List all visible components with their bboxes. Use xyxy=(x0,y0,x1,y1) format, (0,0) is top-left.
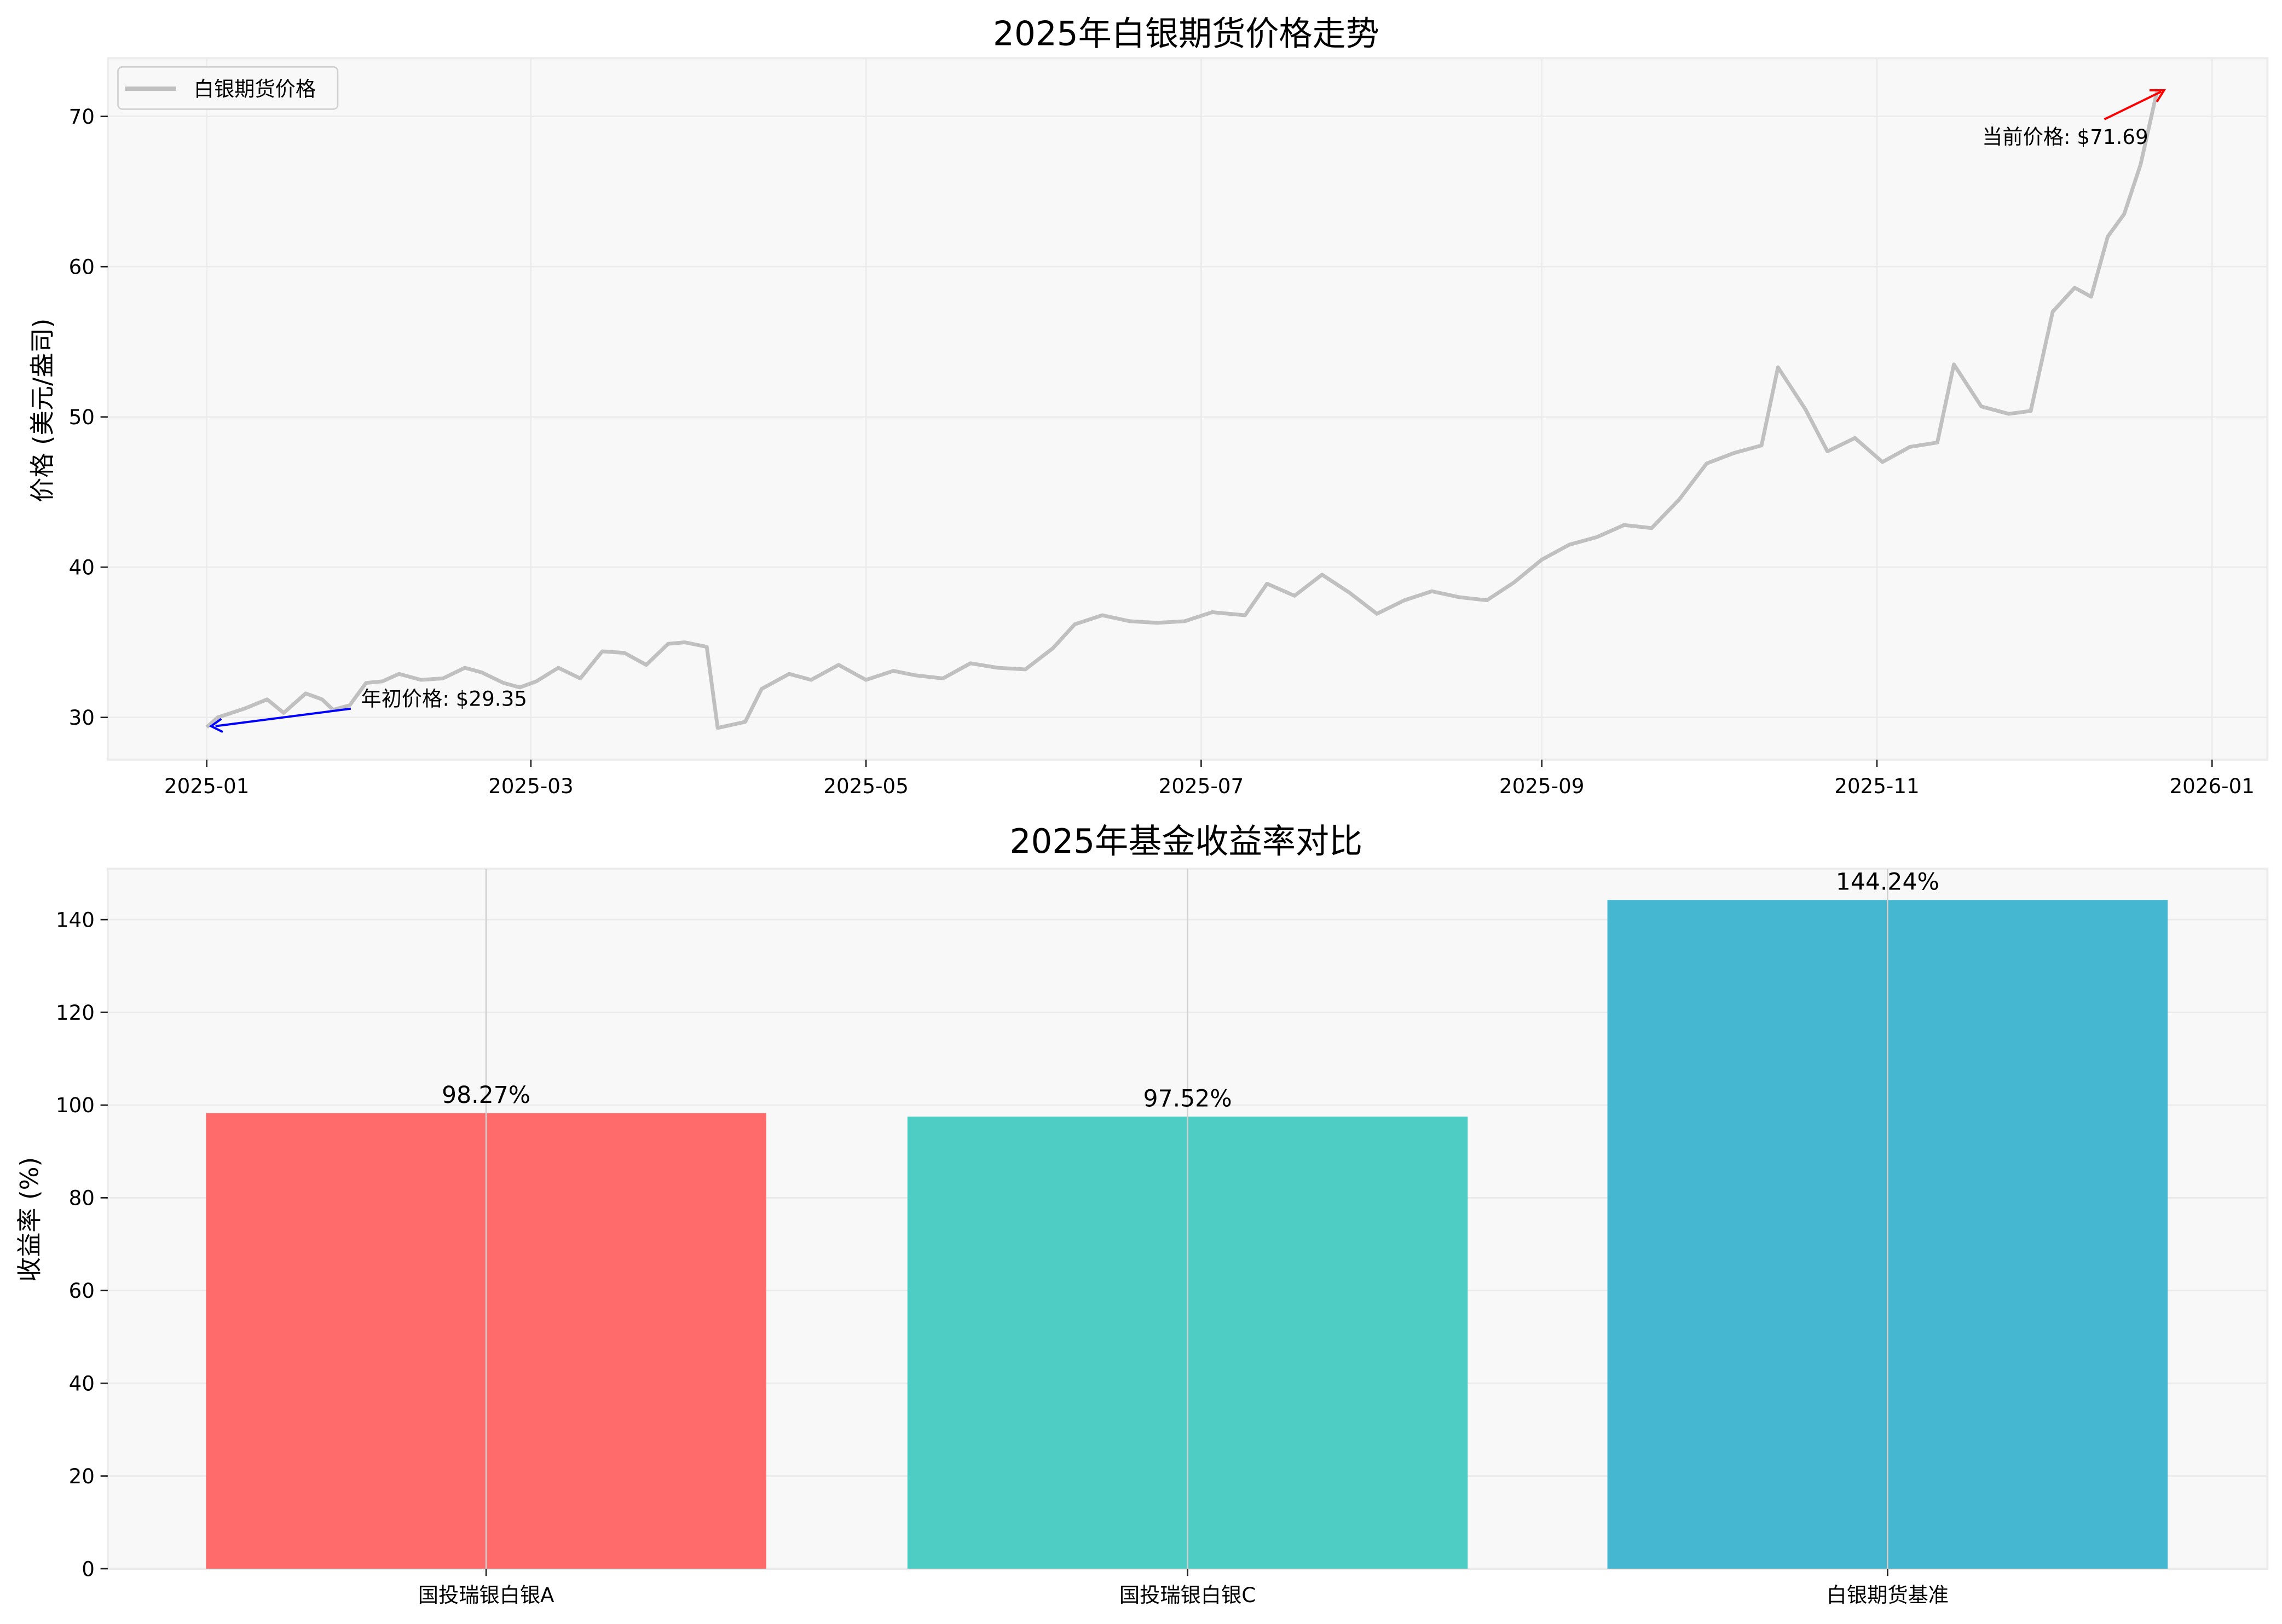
price-line xyxy=(205,90,2159,730)
end-arrowhead-icon xyxy=(2149,89,2167,103)
start-arrowhead-icon xyxy=(209,718,223,733)
bar-value-label: 144.24% xyxy=(1836,869,1939,896)
start-arrow-icon xyxy=(215,707,351,727)
price-y-axis: 30 40 50 60 70 xyxy=(69,105,108,730)
x-tick-label: 2025-03 xyxy=(488,774,574,798)
x-tick-label: 2026-01 xyxy=(2169,774,2255,798)
x-tick-label: 2025-07 xyxy=(1159,774,1244,798)
y-tick-label: 30 xyxy=(69,706,95,730)
end-arrow-icon xyxy=(2104,90,2162,120)
y-tick-label: 20 xyxy=(69,1464,95,1488)
returns-bars: 98.27% 国投瑞银白银A 97.52% 国投瑞银白银C 144.24% 白银期货基准 xyxy=(206,869,2168,1607)
x-tick-label: 2025-01 xyxy=(164,774,250,798)
y-tick-label: 60 xyxy=(69,1279,95,1303)
y-tick-label: 40 xyxy=(69,1371,95,1395)
y-tick-label: 50 xyxy=(69,405,95,429)
returns-y-axis-label: 收益率 (%) xyxy=(15,1157,44,1282)
x-tick-label: 国投瑞银白银A xyxy=(418,1583,554,1607)
price-x-axis: 2025-01 2025-03 2025-05 2025-07 2025-09 2025-… xyxy=(164,759,2255,798)
x-tick-label: 白银期货基准 xyxy=(1827,1583,1949,1607)
y-tick-label: 100 xyxy=(56,1093,95,1117)
start-price-label: 年初价格: $29.35 xyxy=(361,686,527,710)
y-tick-label: 80 xyxy=(69,1186,95,1210)
y-tick-label: 40 xyxy=(69,555,95,579)
start-price-annotation: 年初价格: $29.35 xyxy=(209,686,527,733)
y-tick-label: 70 xyxy=(69,105,95,129)
x-tick-label: 国投瑞银白银C xyxy=(1119,1583,1256,1607)
x-tick-label: 2025-09 xyxy=(1499,774,1585,798)
bar-value-label: 97.52% xyxy=(1143,1085,1232,1112)
y-tick-label: 0 xyxy=(82,1557,95,1581)
end-price-annotation: 当前价格: $71.69 xyxy=(1982,89,2167,149)
y-tick-label: 120 xyxy=(56,1001,95,1025)
legend-label: 白银期货价格 xyxy=(194,77,316,101)
returns-chart-title: 2025年基金收益率对比 xyxy=(1010,822,1363,861)
y-tick-label: 60 xyxy=(69,255,95,279)
price-chart-title: 2025年白银期货价格走势 xyxy=(993,14,1379,53)
price-y-axis-label: 价格 (美元/盎司) xyxy=(28,319,57,502)
end-price-label: 当前价格: $71.69 xyxy=(1982,125,2148,149)
returns-y-axis: 0 20 40 60 80 100 120 140 xyxy=(56,908,108,1581)
x-tick-label: 2025-05 xyxy=(823,774,909,798)
price-grid xyxy=(107,58,2268,760)
x-tick-label: 2025-11 xyxy=(1834,774,1920,798)
y-tick-label: 140 xyxy=(56,908,95,932)
price-plot-area xyxy=(106,57,2269,761)
legend: 白银期货价格 xyxy=(117,66,339,110)
bar-value-label: 98.27% xyxy=(442,1082,530,1109)
